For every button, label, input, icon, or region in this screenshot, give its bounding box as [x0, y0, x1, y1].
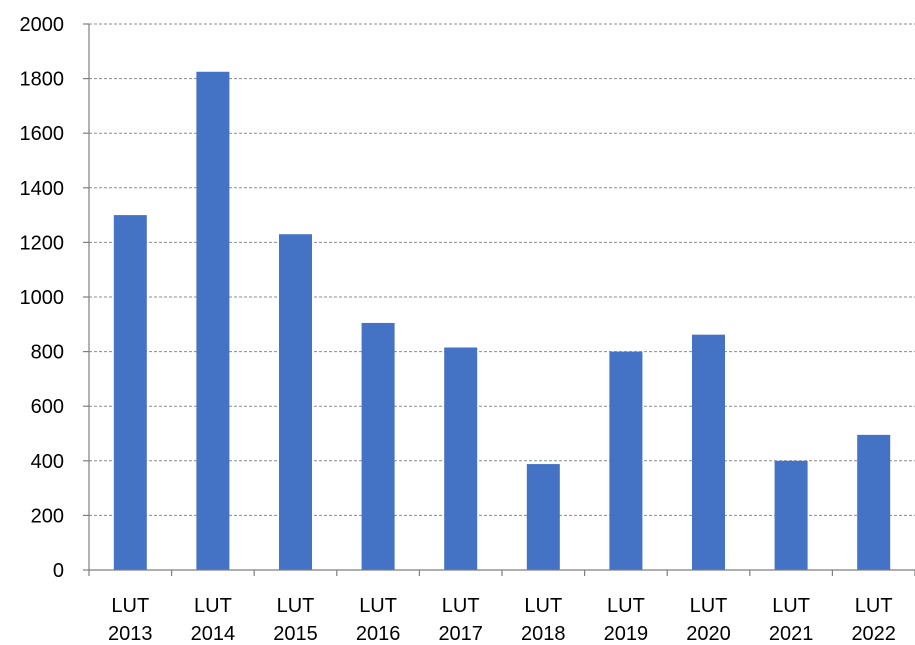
x-tick-label: LUT 2018: [521, 595, 566, 645]
bar: [113, 215, 147, 570]
bar: [692, 334, 725, 570]
x-tick-label: LUT 2017: [438, 595, 483, 645]
x-tick-label-line1: LUT: [442, 595, 480, 617]
y-tick-label: 200: [31, 505, 64, 527]
x-tick-label: LUT 2019: [604, 595, 649, 645]
x-tick-label-line2: 2019: [604, 623, 649, 645]
bar: [774, 460, 808, 570]
y-tick-label: 1400: [20, 178, 65, 200]
y-axis-tick-labels: 0 200 400 600 800 1000 1200 1400 1600 1800 2000: [20, 14, 65, 582]
y-tick-label: 400: [31, 451, 64, 473]
x-tick-label: LUT 2020: [686, 595, 731, 645]
bars: [113, 71, 891, 571]
x-tick-label-line1: LUT: [277, 595, 315, 617]
x-tick-label-line1: LUT: [772, 595, 810, 617]
bar: [196, 71, 230, 571]
bar: [526, 464, 560, 570]
bar: [609, 351, 643, 570]
y-tick-label: 1600: [20, 123, 65, 145]
x-tick-label-line2: 2014: [191, 623, 236, 645]
x-tick-label: LUT 2015: [273, 595, 318, 645]
bar: [857, 434, 891, 570]
x-tick-label: LUT 2013: [108, 595, 153, 645]
bar: [361, 322, 395, 570]
x-axis-category-labels: LUT 2013 LUT 2014 LUT 2015 LUT 2016 LUT 2017 LUT 20…: [108, 595, 896, 645]
y-tick-label: 600: [31, 396, 64, 418]
x-tick-label-line2: 2017: [438, 623, 483, 645]
x-tick-label-line2: 2021: [769, 623, 814, 645]
axes: [83, 23, 915, 576]
x-tick-label: LUT 2014: [191, 595, 236, 645]
x-tick-label-line1: LUT: [111, 595, 149, 617]
bar: [279, 234, 312, 570]
x-tick-label-line2: 2016: [356, 623, 401, 645]
x-tick-label-line1: LUT: [524, 595, 562, 617]
x-tick-label-line1: LUT: [690, 595, 728, 617]
x-tick-label-line2: 2013: [108, 623, 153, 645]
y-tick-label: 800: [31, 342, 64, 364]
x-tick-label: LUT 2016: [356, 595, 401, 645]
x-tick-label-line1: LUT: [607, 595, 645, 617]
x-tick-label-line1: LUT: [855, 595, 893, 617]
x-tick-label-line1: LUT: [359, 595, 397, 617]
x-tick-label-line2: 2015: [273, 623, 318, 645]
x-tick-label-line2: 2018: [521, 623, 566, 645]
x-tick-label: LUT 2021: [769, 595, 814, 645]
x-tick-label-line2: 2020: [686, 623, 731, 645]
y-tick-label: 1200: [20, 232, 65, 254]
x-tick-label: LUT 2022: [851, 595, 896, 645]
y-tick-label: 0: [53, 560, 64, 582]
y-tick-label: 2000: [20, 14, 65, 36]
y-tick-label: 1000: [20, 287, 65, 309]
x-tick-label-line2: 2022: [851, 623, 896, 645]
y-tick-label: 1800: [20, 69, 65, 91]
x-tick-label-line1: LUT: [194, 595, 232, 617]
bar: [444, 347, 478, 570]
